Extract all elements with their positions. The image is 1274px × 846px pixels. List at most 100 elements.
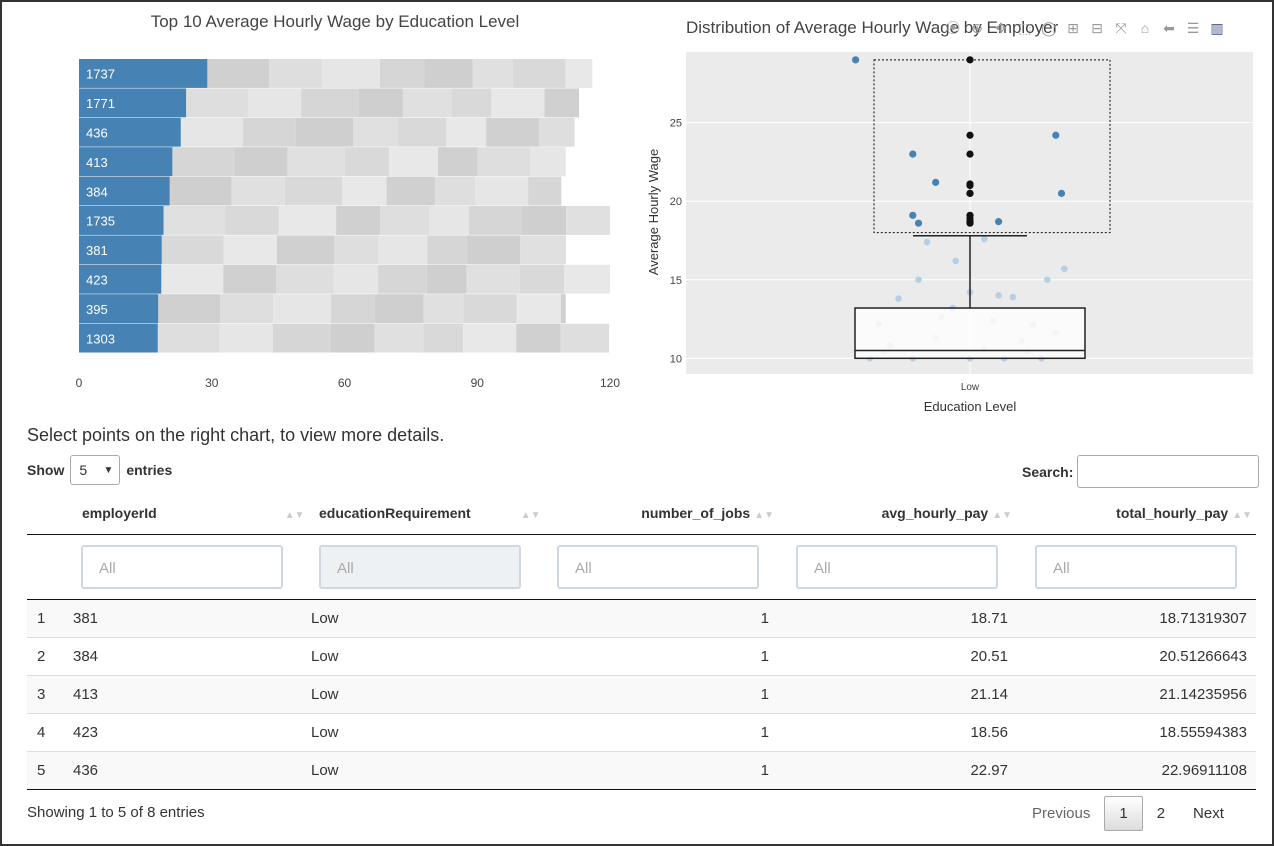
- bar-label: 423: [86, 273, 108, 288]
- background-tile: [278, 206, 337, 235]
- bar-395[interactable]: [79, 294, 159, 324]
- lasso-icon[interactable]: ◯: [1041, 19, 1057, 36]
- background-tile: [463, 323, 517, 353]
- data-point-selected[interactable]: [852, 56, 860, 64]
- bar-1771[interactable]: [79, 88, 187, 118]
- data-point-selected[interactable]: [909, 211, 917, 219]
- search-label: Search:: [1022, 463, 1074, 480]
- data-point-selected[interactable]: [909, 150, 917, 158]
- table-row[interactable]: 5 436 Low 1 22.97 22.96911108: [27, 752, 1256, 790]
- bar-1735[interactable]: [79, 206, 164, 235]
- data-point-faded[interactable]: [895, 295, 902, 302]
- zoom-out-icon[interactable]: ⊟: [1091, 19, 1103, 36]
- col-number_of_jobs[interactable]: number_of_jobs ▲▼: [641, 505, 774, 521]
- sort-icon: ▲▼: [992, 510, 1012, 521]
- bar-436[interactable]: [79, 117, 181, 147]
- bar-1303[interactable]: [79, 323, 158, 353]
- chart-modebar: ⦿ ⊕ ✥ ⬚ ◯ ⊞ ⊟ ⤧ ⌂ ⬅ ☰ ▥: [944, 18, 1226, 38]
- outlier-point[interactable]: [966, 214, 974, 223]
- bar-1737[interactable]: [79, 59, 208, 88]
- background-tile: [544, 88, 580, 118]
- data-point-faded[interactable]: [1043, 276, 1051, 284]
- cell-number_of_jobs: 1: [760, 724, 769, 741]
- col-label: total_hourly_pay: [1116, 505, 1229, 521]
- background-tile: [472, 59, 513, 88]
- background-tile: [287, 147, 345, 177]
- table-row[interactable]: 1 381 Low 1 18.71 18.71319307: [27, 600, 1256, 638]
- bar-label: 436: [86, 126, 108, 141]
- pan-icon[interactable]: ✥: [995, 19, 1007, 36]
- bar-384[interactable]: [79, 176, 170, 206]
- background-tile: [402, 88, 452, 118]
- background-tile: [429, 206, 469, 235]
- table-row[interactable]: 3 413 Low 1 21.14 21.14235956: [27, 676, 1256, 714]
- bar-label: 1735: [86, 214, 115, 229]
- data-point-faded[interactable]: [1009, 293, 1017, 301]
- background-tile: [451, 88, 492, 118]
- data-point-faded[interactable]: [1061, 265, 1068, 273]
- selection-rectangle[interactable]: [873, 59, 1111, 234]
- zoom-icon[interactable]: ⊕: [971, 19, 983, 36]
- col-total_hourly_pay[interactable]: total_hourly_pay ▲▼: [1116, 505, 1252, 521]
- chevron-down-icon: ▼: [103, 464, 114, 476]
- filter-employerId[interactable]: All: [81, 545, 283, 589]
- bar-423[interactable]: [79, 264, 162, 294]
- background-tile: [520, 235, 565, 265]
- search-input[interactable]: [1077, 455, 1260, 488]
- zoom-in-icon[interactable]: ⊞: [1067, 19, 1079, 36]
- col-employerId[interactable]: employerId ▲▼: [82, 505, 305, 521]
- compare-icon[interactable]: ☰: [1186, 19, 1200, 36]
- data-point-faded[interactable]: [995, 292, 1002, 299]
- col-avg_hourly_pay[interactable]: avg_hourly_pay ▲▼: [882, 505, 1012, 521]
- select-icon[interactable]: ⬚: [1018, 19, 1032, 36]
- left-chart-title: Top 10 Average Hourly Wage by Education …: [151, 12, 520, 31]
- background-tile: [248, 88, 302, 118]
- bar-413[interactable]: [79, 147, 173, 177]
- outlier-point[interactable]: [966, 189, 974, 197]
- data-point-faded[interactable]: [915, 276, 922, 284]
- filter-avg_hourly_pay[interactable]: All: [796, 545, 998, 589]
- data-point-faded[interactable]: [952, 257, 959, 265]
- autoscale-icon[interactable]: ⤧: [1115, 19, 1127, 36]
- page-1-button[interactable]: 1: [1104, 796, 1143, 831]
- page-length-select[interactable]: 5 ▼: [70, 455, 121, 485]
- outlier-point[interactable]: [966, 131, 974, 139]
- x-tick-label: 120: [600, 376, 620, 390]
- col-educationRequirement[interactable]: educationRequirement ▲▼: [319, 505, 541, 521]
- background-tile: [563, 264, 610, 294]
- page-2-button[interactable]: 2: [1156, 805, 1166, 822]
- top10-bar-chart[interactable]: Top 10 Average Hourly Wage by Education …: [40, 0, 640, 400]
- col-label: avg_hourly_pay: [881, 505, 989, 521]
- plotly-logo-icon[interactable]: ▥: [1210, 19, 1224, 36]
- background-tile: [560, 323, 610, 353]
- filter-total_hourly_pay[interactable]: All: [1035, 545, 1237, 589]
- outlier-point[interactable]: [966, 56, 974, 64]
- background-tile: [565, 59, 593, 88]
- outlier-point[interactable]: [966, 150, 974, 158]
- data-point-selected[interactable]: [995, 218, 1003, 226]
- data-point-faded[interactable]: [981, 235, 988, 243]
- next-button[interactable]: Next: [1193, 805, 1224, 822]
- outlier-point[interactable]: [966, 181, 974, 190]
- background-tile: [379, 59, 425, 88]
- table-row[interactable]: 2 384 Low 1 20.51 20.51266643: [27, 638, 1256, 676]
- bar-381[interactable]: [79, 235, 162, 265]
- home-icon[interactable]: ⌂: [1140, 20, 1150, 36]
- background-tile: [564, 235, 566, 265]
- wage-distribution-chart[interactable]: 10 15 20 25 Distribution of Average Hourly …: [640, 0, 1265, 420]
- data-point-selected[interactable]: [1052, 131, 1060, 139]
- cell-employerId: 413: [73, 686, 99, 703]
- spike-icon[interactable]: ⬅: [1163, 19, 1175, 36]
- data-point-selected[interactable]: [1057, 189, 1066, 197]
- data-point-selected[interactable]: [914, 219, 923, 227]
- filter-number_of_jobs[interactable]: All: [557, 545, 759, 589]
- data-point-selected[interactable]: [932, 178, 940, 186]
- previous-button[interactable]: Previous: [1032, 805, 1091, 822]
- table-row[interactable]: 4 423 Low 1 18.56 18.55594383: [27, 714, 1256, 752]
- background-tile: [378, 264, 427, 294]
- camera-icon[interactable]: ⦿: [946, 20, 960, 36]
- data-point-faded[interactable]: [923, 238, 931, 246]
- table-header: employerId ▲▼ educationRequirement ▲▼ numb…: [27, 495, 1256, 535]
- y-tick-label: 15: [670, 275, 682, 287]
- background-tile: [172, 147, 235, 177]
